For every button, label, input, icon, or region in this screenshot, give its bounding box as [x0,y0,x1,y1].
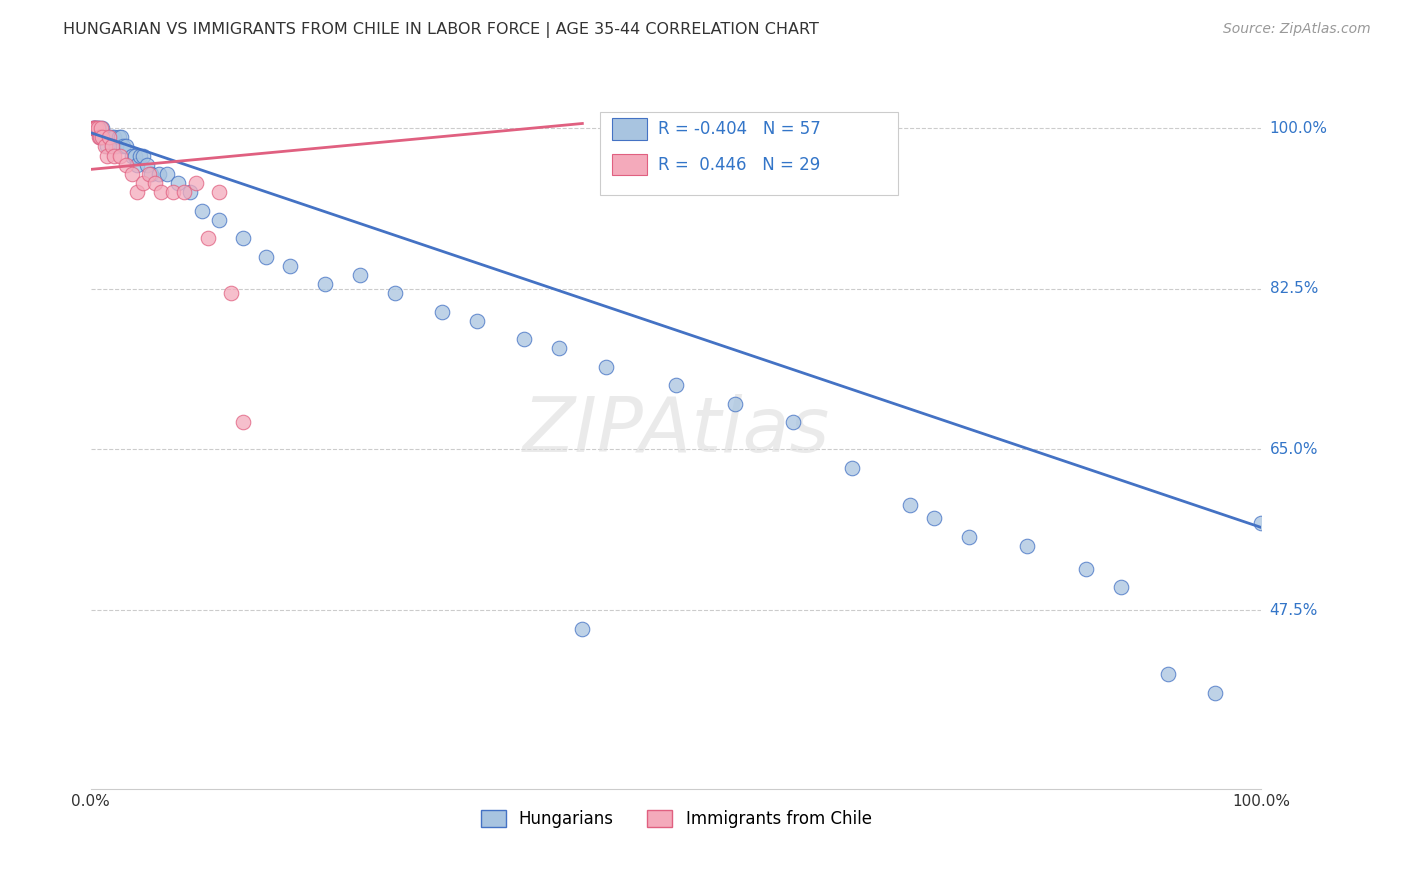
Point [90,121,112,136]
Point [208,213,231,227]
Point [103,130,125,145]
Point [1017,539,1039,553]
Point [90,130,112,145]
Point [430,304,453,318]
Legend: Hungarians, Immigrants from Chile: Hungarians, Immigrants from Chile [474,803,879,835]
Point [114,139,136,153]
Point [82,121,104,136]
Point [98,130,121,145]
Point [191,203,214,218]
Point [167,176,190,190]
Point [957,530,980,544]
Text: R =  0.446   N = 29: R = 0.446 N = 29 [658,156,821,174]
Point [100,130,122,145]
Point [114,158,136,172]
Point [349,268,371,282]
Point [105,139,128,153]
Point [135,158,157,172]
Point [465,314,488,328]
Point [93,139,115,153]
Point [82,121,104,136]
Point [84,121,107,136]
Point [132,148,155,162]
Point [219,286,242,301]
Point [87,130,110,145]
Point [184,176,207,190]
Point [314,277,336,292]
Point [89,130,111,145]
Point [83,121,105,136]
Point [665,378,688,392]
Point [100,139,122,153]
Point [86,121,108,136]
Point [141,167,163,181]
Point [107,130,129,145]
Point [1250,516,1272,530]
Point [96,139,118,153]
Text: ZIPAtlas: ZIPAtlas [523,394,830,468]
FancyBboxPatch shape [612,154,647,176]
Point [232,415,254,429]
Point [1109,580,1132,594]
Point [384,286,406,301]
Point [254,250,277,264]
Point [89,130,111,145]
Text: 82.5%: 82.5% [1270,281,1317,296]
Point [162,186,184,200]
FancyBboxPatch shape [612,118,647,139]
Point [93,130,115,145]
Point [96,148,118,162]
Point [1074,562,1097,576]
Point [121,148,143,162]
Point [278,259,301,273]
Point [548,342,571,356]
Point [148,167,170,181]
Point [898,498,921,512]
FancyBboxPatch shape [600,112,898,194]
Point [723,396,745,410]
Point [138,167,160,181]
Point [922,511,945,525]
Point [91,121,114,136]
Point [84,121,107,136]
Text: 47.5%: 47.5% [1270,603,1317,617]
Point [112,139,135,153]
Point [841,460,863,475]
Point [121,167,143,181]
Text: R = -0.404   N = 57: R = -0.404 N = 57 [658,120,821,138]
Text: 100.0%: 100.0% [1270,120,1327,136]
Point [98,130,121,145]
Point [128,148,150,162]
Text: Source: ZipAtlas.com: Source: ZipAtlas.com [1223,22,1371,37]
Point [595,359,617,374]
Point [86,121,108,136]
Point [179,186,201,200]
Point [1157,667,1180,681]
Point [127,158,149,172]
Point [173,186,195,200]
Point [1204,686,1226,700]
Point [91,130,114,145]
Point [143,176,166,190]
Point [103,148,125,162]
Point [86,121,108,136]
Point [571,622,593,636]
Point [149,186,172,200]
Point [108,148,131,162]
Point [124,148,146,162]
Point [127,186,149,200]
Point [232,231,254,245]
Point [87,121,110,136]
Point [83,121,105,136]
Point [110,130,132,145]
Point [86,121,108,136]
Point [782,415,804,429]
Text: HUNGARIAN VS IMMIGRANTS FROM CHILE IN LABOR FORCE | AGE 35-44 CORRELATION CHART: HUNGARIAN VS IMMIGRANTS FROM CHILE IN LA… [63,22,820,38]
Point [513,332,536,346]
Point [208,186,231,200]
Point [197,231,219,245]
Text: 65.0%: 65.0% [1270,442,1319,457]
Point [156,167,179,181]
Point [132,176,155,190]
